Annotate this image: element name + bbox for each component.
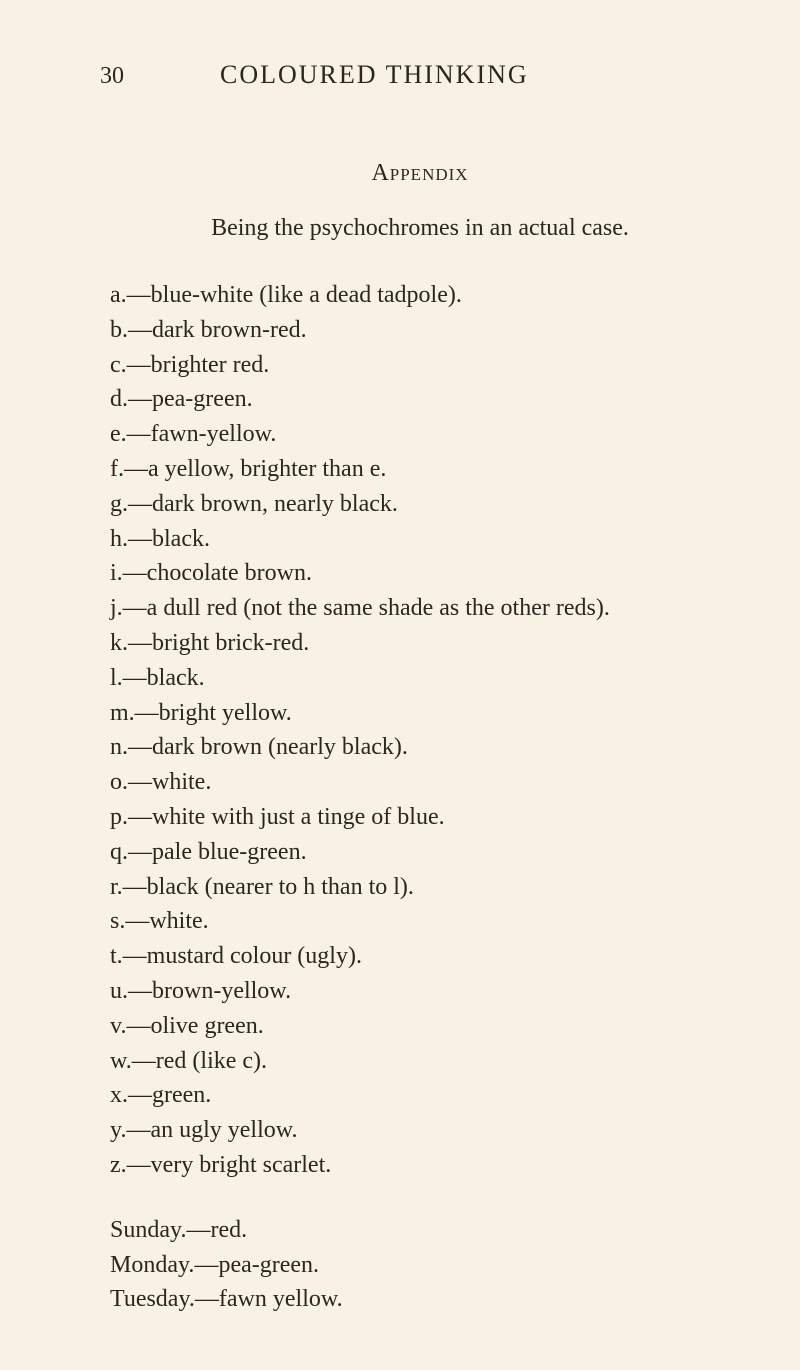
- list-item: y.—an ugly yellow.: [110, 1113, 740, 1148]
- list-key: c.: [110, 352, 127, 378]
- list-text: —dark brown (nearly black).: [128, 734, 408, 760]
- list-item: l.—black.: [110, 661, 740, 696]
- day-item: Monday.—pea-green.: [110, 1248, 740, 1283]
- list-key: w.: [110, 1048, 132, 1074]
- list-key: v.: [110, 1013, 126, 1039]
- list-key: q.: [110, 839, 128, 865]
- list-key: h.: [110, 526, 128, 552]
- list-item: p.—white with just a tinge of blue.: [110, 800, 740, 835]
- list-item: q.—pale blue-green.: [110, 835, 740, 870]
- list-text: —mustard colour (ugly).: [123, 943, 362, 969]
- list-key: z.: [110, 1152, 127, 1178]
- list-item: b.—dark brown-red.: [110, 313, 740, 348]
- book-page: 30 COLOURED THINKING Appendix Being the …: [0, 0, 800, 1370]
- list-text: —a dull red (not the same shade as the o…: [123, 595, 610, 621]
- list-key: a.: [110, 282, 127, 308]
- list-text: —bright brick-red.: [128, 630, 309, 656]
- list-key: j.: [110, 595, 123, 621]
- running-title: COLOURED THINKING: [220, 60, 529, 90]
- list-text: —black.: [123, 665, 205, 691]
- day-text: —red.: [186, 1217, 247, 1243]
- list-text: —brown-yellow.: [128, 978, 291, 1004]
- list-key: u.: [110, 978, 128, 1004]
- list-text: —brighter red.: [127, 352, 270, 378]
- list-item: o.—white.: [110, 765, 740, 800]
- list-text: —red (like c).: [132, 1048, 267, 1074]
- list-item: s.—white.: [110, 904, 740, 939]
- list-key: f.: [110, 456, 124, 482]
- list-text: —pea-green.: [128, 386, 253, 412]
- list-key: r.: [110, 874, 123, 900]
- list-item: r.—black (nearer to h than to l).: [110, 870, 740, 905]
- list-item: h.—black.: [110, 522, 740, 557]
- list-key: i.: [110, 560, 123, 586]
- appendix-title: Appendix: [100, 160, 740, 187]
- list-text: —white with just a tinge of blue.: [128, 804, 445, 830]
- day-text: —pea-green.: [194, 1252, 319, 1278]
- day-item: Tuesday.—fawn yellow.: [110, 1282, 740, 1317]
- list-text: —chocolate brown.: [123, 560, 312, 586]
- list-item: m.—bright yellow.: [110, 696, 740, 731]
- list-item: k.—bright brick-red.: [110, 626, 740, 661]
- list-text: —bright yellow.: [135, 700, 292, 726]
- list-item: e.—fawn-yellow.: [110, 417, 740, 452]
- list-key: s.: [110, 908, 125, 934]
- list-text: —white.: [128, 769, 211, 795]
- list-text: —an ugly yellow.: [126, 1117, 297, 1143]
- list-item: v.—olive green.: [110, 1009, 740, 1044]
- day-text: —fawn yellow.: [195, 1286, 343, 1312]
- list-key: k.: [110, 630, 128, 656]
- list-key: o.: [110, 769, 128, 795]
- list-text: —a yellow, brighter than e.: [124, 456, 386, 482]
- list-item: a.—blue-white (like a dead tadpole).: [110, 278, 740, 313]
- list-item: j.—a dull red (not the same shade as the…: [110, 591, 740, 626]
- list-item: c.—brighter red.: [110, 348, 740, 383]
- list-text: —pale blue-green.: [128, 839, 307, 865]
- list-item: i.—chocolate brown.: [110, 556, 740, 591]
- list-key: l.: [110, 665, 123, 691]
- list-text: —white.: [125, 908, 208, 934]
- list-text: —very bright scarlet.: [127, 1152, 332, 1178]
- appendix-intro: Being the psychochromes in an actual cas…: [100, 215, 740, 242]
- list-key: m.: [110, 700, 135, 726]
- list-item: t.—mustard colour (ugly).: [110, 939, 740, 974]
- list-item: g.—dark brown, nearly black.: [110, 487, 740, 522]
- list-text: —green.: [128, 1082, 211, 1108]
- list-item: d.—pea-green.: [110, 382, 740, 417]
- list-key: d.: [110, 386, 128, 412]
- list-key: t.: [110, 943, 123, 969]
- list-key: n.: [110, 734, 128, 760]
- list-key: b.: [110, 317, 128, 343]
- list-key: e.: [110, 421, 127, 447]
- day-list: Sunday.—red. Monday.—pea-green. Tuesday.…: [110, 1213, 740, 1317]
- list-key: x.: [110, 1082, 128, 1108]
- list-item: x.—green.: [110, 1078, 740, 1113]
- list-item: n.—dark brown (nearly black).: [110, 730, 740, 765]
- list-text: —fawn-yellow.: [127, 421, 277, 447]
- list-text: —dark brown-red.: [128, 317, 307, 343]
- list-item: z.—very bright scarlet.: [110, 1148, 740, 1183]
- list-key: y.: [110, 1117, 126, 1143]
- psychochrome-list: a.—blue-white (like a dead tadpole). b.—…: [110, 278, 740, 1183]
- page-number: 30: [100, 63, 180, 90]
- list-text: —olive green.: [126, 1013, 263, 1039]
- day-key: Sunday.: [110, 1217, 186, 1243]
- day-key: Monday.: [110, 1252, 194, 1278]
- day-item: Sunday.—red.: [110, 1213, 740, 1248]
- list-key: p.: [110, 804, 128, 830]
- header-row: 30 COLOURED THINKING: [100, 60, 740, 90]
- list-key: g.: [110, 491, 128, 517]
- list-item: u.—brown-yellow.: [110, 974, 740, 1009]
- list-text: —blue-white (like a dead tadpole).: [127, 282, 462, 308]
- list-text: —black.: [128, 526, 210, 552]
- list-item: f.—a yellow, brighter than e.: [110, 452, 740, 487]
- list-text: —dark brown, nearly black.: [128, 491, 398, 517]
- day-key: Tuesday.: [110, 1286, 195, 1312]
- list-text: —black (nearer to h than to l).: [123, 874, 414, 900]
- list-item: w.—red (like c).: [110, 1044, 740, 1079]
